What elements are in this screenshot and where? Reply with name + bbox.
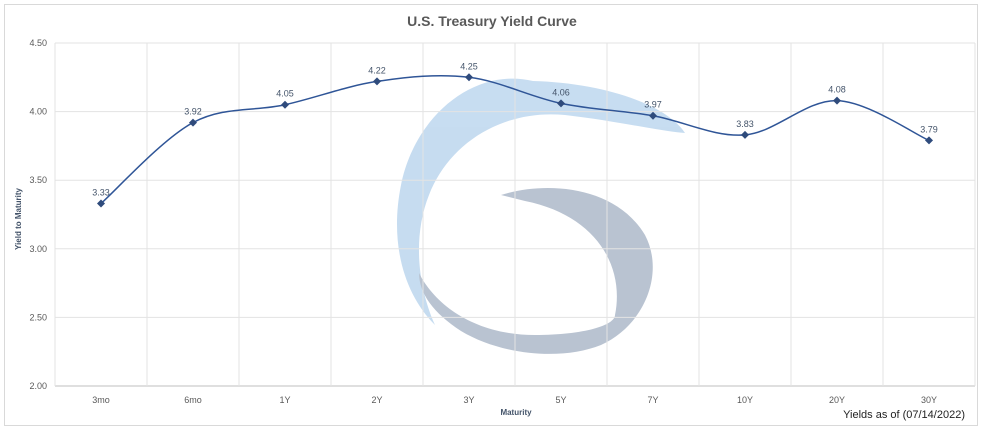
y-tick-label: 4.00 (29, 107, 47, 117)
x-tick-label: 6mo (184, 395, 202, 405)
data-point-marker (373, 77, 381, 86)
x-tick-label: 10Y (737, 395, 753, 405)
x-tick-label: 3mo (92, 395, 110, 405)
x-tick-label: 3Y (463, 395, 474, 405)
data-point-marker (833, 96, 841, 105)
x-tick-label: 20Y (829, 395, 845, 405)
data-label: 3.79 (920, 124, 938, 134)
data-point-marker (649, 111, 657, 120)
y-axis-title: Yield to Maturity (14, 187, 23, 249)
gridlines (54, 42, 976, 387)
data-label: 4.05 (276, 89, 294, 99)
x-axis-title: Maturity (500, 408, 532, 417)
chart-frame: 2.00 2.50 3.00 3.50 4.00 4.50 3mo 6mo 1Y 2Y 3Y 5Y 7Y… (4, 4, 978, 426)
data-markers (97, 73, 933, 208)
data-point-marker (741, 130, 749, 139)
data-point-marker (465, 73, 473, 82)
data-label: 3.83 (736, 119, 754, 129)
watermark-blue-arc (396, 78, 685, 325)
data-point-marker (925, 136, 933, 145)
y-tick-label: 2.00 (29, 381, 47, 391)
y-tick-label: 2.50 (29, 312, 47, 322)
data-point-marker (97, 199, 105, 208)
data-labels: 3.33 3.92 4.05 4.22 4.25 4.06 3.97 3.83 4.08 3.79 (92, 61, 938, 197)
y-tick-label: 3.50 (29, 175, 47, 185)
watermark-gray-arc (419, 188, 653, 354)
data-label: 3.33 (92, 188, 110, 198)
data-label: 4.25 (460, 61, 478, 71)
y-tick-label: 3.00 (29, 244, 47, 254)
data-point-marker (281, 100, 289, 109)
axes: 2.00 2.50 3.00 3.50 4.00 4.50 3mo 6mo 1Y 2Y 3Y 5Y 7Y… (29, 38, 937, 405)
data-label: 4.06 (552, 87, 570, 97)
data-label: 3.92 (184, 107, 202, 117)
data-label: 3.97 (644, 100, 662, 110)
chart-title: U.S. Treasury Yield Curve (407, 13, 577, 29)
data-point-marker (189, 118, 197, 127)
yield-curve-chart: 2.00 2.50 3.00 3.50 4.00 4.50 3mo 6mo 1Y 2Y 3Y 5Y 7Y… (14, 13, 976, 421)
x-tick-label: 1Y (279, 395, 290, 405)
x-tick-label: 7Y (647, 395, 658, 405)
x-tick-label: 5Y (555, 395, 566, 405)
data-label: 4.08 (828, 85, 846, 95)
x-tick-label: 2Y (371, 395, 382, 405)
data-point-marker (557, 99, 565, 108)
yields-date-footnote: Yields as of (07/14/2022) (843, 409, 965, 421)
y-tick-label: 4.50 (29, 38, 47, 48)
data-label: 4.22 (368, 65, 386, 75)
yield-series-line (100, 74, 930, 205)
watermark-logo (396, 78, 685, 354)
x-tick-label: 30Y (921, 395, 937, 405)
